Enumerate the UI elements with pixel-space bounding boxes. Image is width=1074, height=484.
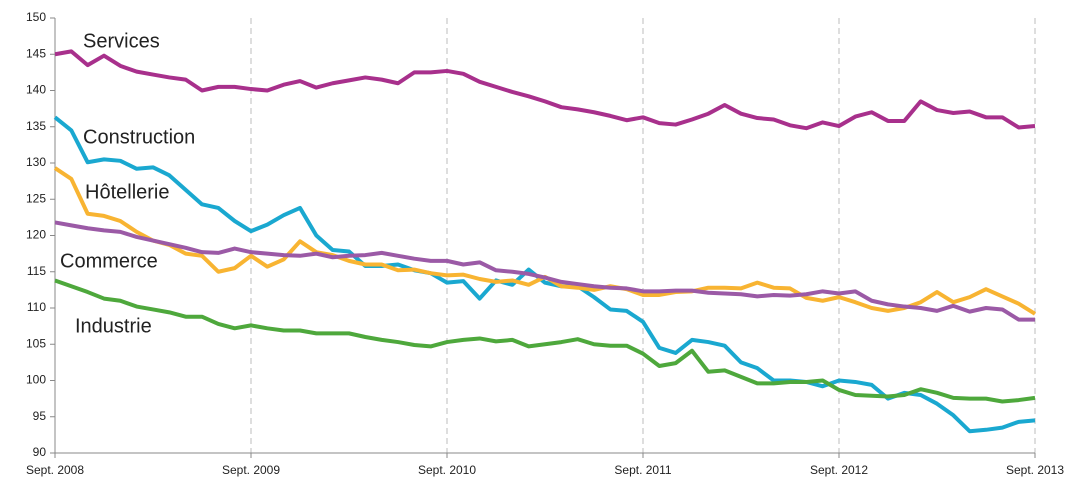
y-tick-label: 120: [26, 228, 46, 242]
x-tick-label: Sept. 2009: [222, 463, 280, 477]
series-line: [54, 220, 1035, 322]
y-tick-label: 115: [27, 264, 46, 278]
series-name: Commerce: [60, 250, 158, 272]
y-tick-label: 110: [27, 300, 46, 314]
x-tick-label: Sept. 2012: [810, 463, 868, 477]
y-tick-label: 145: [26, 46, 46, 60]
series-line: [54, 49, 1036, 131]
series-name: Services: [83, 30, 160, 52]
series-line: [53, 115, 1036, 434]
y-tick-label: 95: [33, 409, 47, 423]
x-tick-label: Sept. 2013: [1006, 463, 1064, 477]
x-tick-label: Sept. 2010: [418, 463, 476, 477]
y-tick-label: 135: [26, 119, 46, 133]
x-tick-label: Sept. 2008: [26, 463, 84, 477]
y-tick-label: 105: [26, 336, 46, 350]
series-line: [54, 278, 1036, 404]
y-tick-label: 140: [26, 83, 46, 97]
y-tick-label: 150: [26, 10, 46, 24]
series-name: Construction: [83, 126, 195, 148]
series-name: Industrie: [75, 315, 152, 337]
y-tick-label: 125: [26, 191, 46, 205]
y-tick-label: 90: [33, 445, 47, 459]
x-tick-label: Sept. 2011: [614, 463, 671, 477]
y-tick-label: 130: [26, 155, 46, 169]
series-name: Hôtellerie: [85, 181, 169, 203]
y-tick-label: 100: [26, 373, 46, 387]
series-line: [53, 166, 1037, 316]
